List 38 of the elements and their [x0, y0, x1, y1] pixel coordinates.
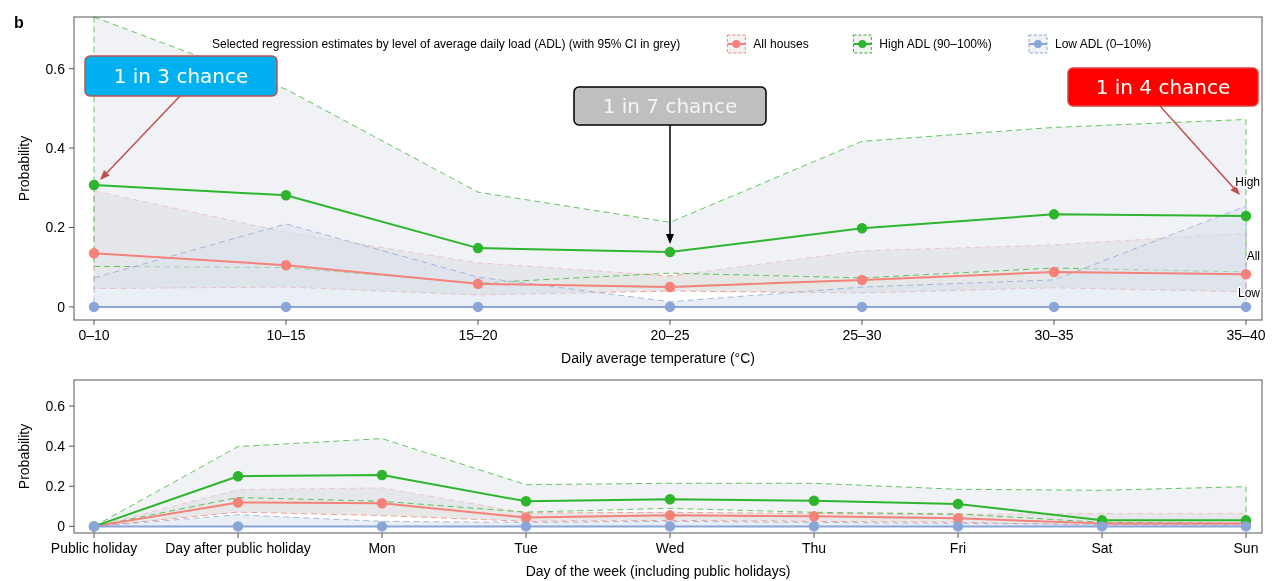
y-tick-label: 0.6 — [45, 397, 66, 414]
annotation: 1 in 4 chance — [1095, 75, 1231, 99]
x-tick-label: 35–40 — [1226, 327, 1266, 343]
x-tick-label: Tue — [514, 540, 539, 556]
x-tick-label: Fri — [949, 540, 967, 556]
annotation: 1 in 3 chance — [113, 64, 249, 88]
x-tick-label: 10–15 — [266, 327, 306, 343]
y-tick-label: 0 — [57, 298, 66, 315]
legend-label: All houses — [753, 37, 809, 52]
y-axis-title: Probability — [16, 423, 32, 490]
x-tick-label: 25–30 — [842, 327, 882, 343]
y-tick-label: 0.2 — [45, 478, 66, 495]
annotation: High — [1235, 174, 1260, 189]
text: b — [14, 14, 24, 31]
legend-title: Selected regression estimates by level of average daily load (ADL) (with 95% CI in grey) — [212, 37, 681, 52]
annotation: Low — [1237, 285, 1261, 300]
legend-label: High ADL (90–100%) — [879, 37, 992, 52]
x-tick-label: Public holiday — [50, 540, 138, 556]
x-tick-label: Sun — [1233, 540, 1259, 556]
annotation: All — [1246, 249, 1260, 264]
x-tick-label: 0–10 — [78, 327, 110, 343]
x-tick-label: 20–25 — [650, 327, 690, 343]
legend-label: Low ADL (0–10%) — [1054, 37, 1152, 52]
y-tick-label: 0.6 — [45, 60, 66, 77]
x-tick-label: Sat — [1091, 540, 1113, 556]
y-tick-label: 0.2 — [45, 219, 66, 236]
y-axis-title: Probability — [16, 135, 32, 202]
x-tick-label: Wed — [655, 540, 685, 556]
x-axis-title: Daily average temperature (°C) — [561, 350, 755, 366]
x-tick-label: Day after public holiday — [165, 540, 311, 556]
y-tick-label: 0.4 — [45, 139, 66, 156]
x-tick-label: Mon — [368, 540, 396, 556]
y-tick-label: 0.4 — [45, 438, 66, 455]
x-tick-label: 15–20 — [458, 327, 498, 343]
x-axis-title: Day of the week (including public holidays) — [525, 563, 791, 579]
x-tick-label: Thu — [801, 540, 827, 556]
y-tick-label: 0 — [57, 518, 66, 535]
x-tick-label: 30–35 — [1034, 327, 1074, 343]
